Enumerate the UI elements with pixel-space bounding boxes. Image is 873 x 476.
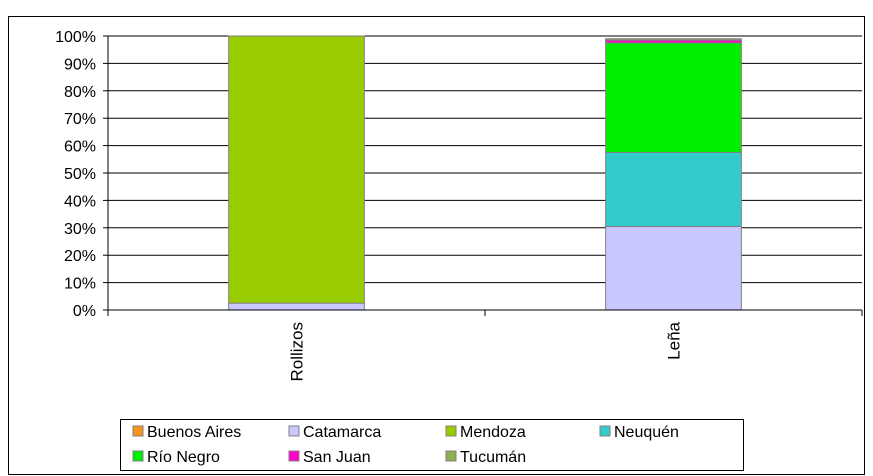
x-category-label: Rollizos (288, 322, 307, 382)
legend-label: Río Negro (147, 449, 220, 466)
x-category-labels: Rollizos Leña (288, 321, 684, 381)
legend-label: Buenos Aires (147, 424, 241, 441)
legend: Buenos Aires Catamarca Mendoza Neuquén Río N… (120, 419, 744, 471)
legend-swatch (288, 450, 300, 462)
legend-label: Mendoza (460, 424, 526, 441)
legend-swatch (599, 425, 611, 437)
y-tick-labels: 0% 10% 20% 30% 40% 50% 60% 70% 80% 90% 100% (55, 29, 96, 320)
legend-swatch (445, 425, 457, 437)
y-tick-label: 60% (64, 139, 96, 156)
legend-swatch (445, 450, 457, 462)
x-category-label: Leña (665, 321, 684, 359)
y-tick-label: 70% (64, 111, 96, 128)
legend-swatch (288, 425, 300, 437)
legend-label: Tucumán (460, 449, 526, 466)
y-tick-label: 100% (55, 29, 96, 46)
bar-segment-leña-4 (605, 42, 742, 153)
legend-label: Catamarca (303, 424, 381, 441)
legend-swatch (132, 450, 144, 462)
bar-segment-leña-1 (605, 225, 742, 311)
y-tick-label: 80% (64, 84, 96, 101)
y-tick-label: 90% (64, 56, 96, 73)
y-tick-label: 50% (64, 166, 96, 183)
legend-label: San Juan (303, 449, 371, 466)
y-tick-label: 20% (64, 248, 96, 265)
axes (107, 36, 863, 316)
legend-box (120, 419, 744, 471)
bar-segment-rollizos-2 (228, 35, 365, 304)
bar-segment-leña-6 (605, 38, 742, 41)
legend-label: Neuquén (614, 424, 679, 441)
legend-swatch (132, 425, 144, 437)
bars (228, 35, 742, 311)
y-tick-label: 30% (64, 221, 96, 238)
y-tick-label: 10% (64, 276, 96, 293)
bar-segment-leña-3 (605, 151, 742, 227)
y-tick-label: 0% (73, 303, 96, 320)
y-tick-label: 40% (64, 193, 96, 210)
bar-segment-rollizos-1 (228, 302, 365, 311)
